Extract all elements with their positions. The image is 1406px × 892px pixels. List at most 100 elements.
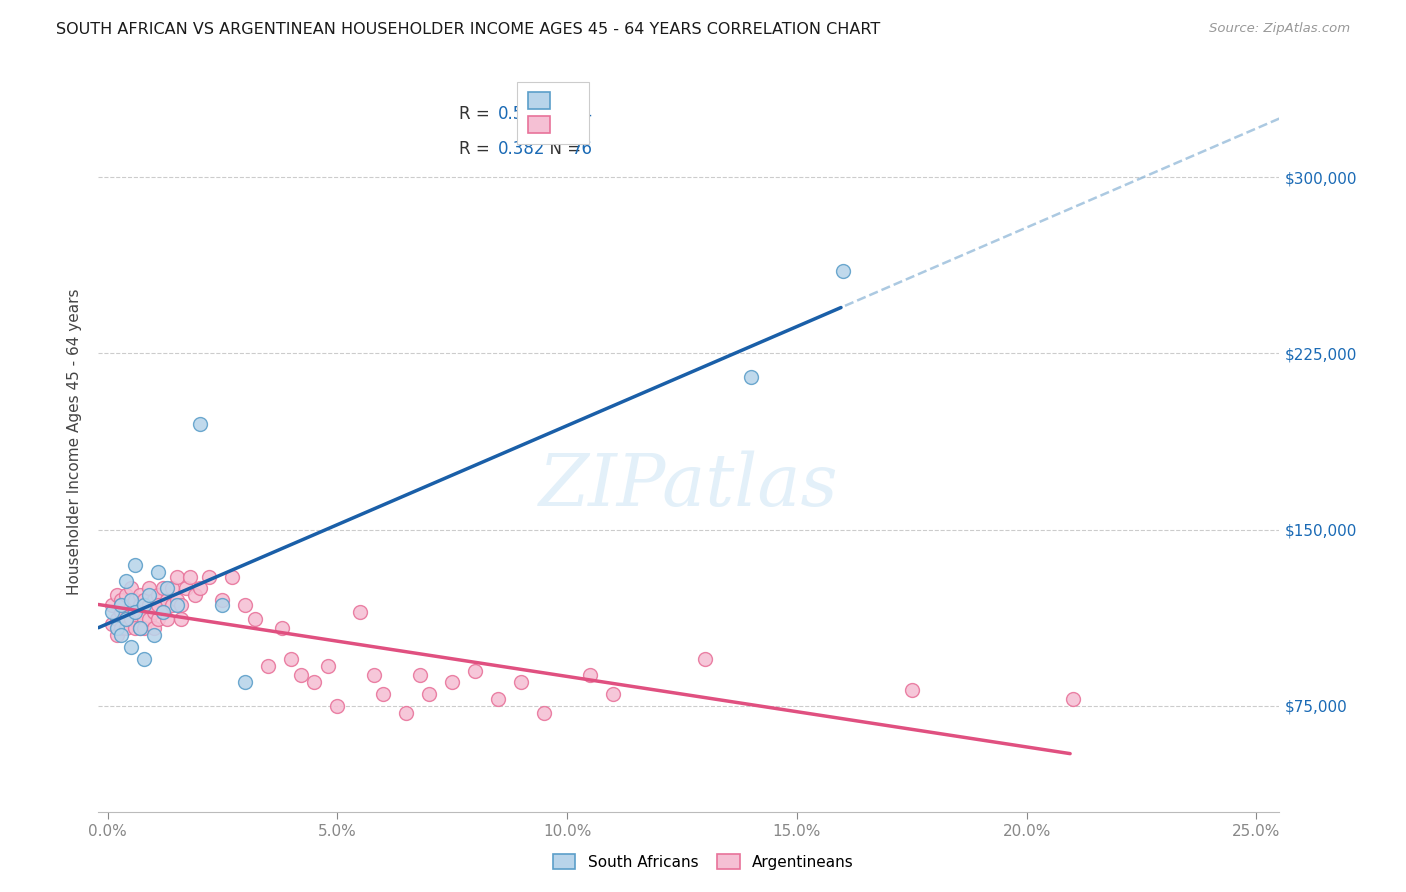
Point: [579, 668, 602, 682]
Text: R =: R =: [458, 140, 495, 158]
Point: [101, 616, 124, 631]
Point: [142, 593, 165, 607]
Point: [138, 598, 160, 612]
Point: [257, 659, 280, 673]
Point: [128, 598, 150, 612]
Y-axis label: Householder Income Ages 45 - 64 years: Householder Income Ages 45 - 64 years: [66, 288, 82, 595]
Point: [166, 570, 188, 584]
Text: N =: N =: [538, 105, 586, 123]
Point: [134, 593, 156, 607]
Point: [152, 605, 174, 619]
Point: [170, 598, 193, 612]
Point: [146, 598, 169, 612]
Point: [146, 565, 169, 579]
Point: [120, 640, 142, 655]
Point: [235, 675, 257, 690]
Point: [533, 706, 555, 720]
Legend:     ,     : ,: [517, 82, 589, 144]
Legend: South Africans, Argentineans: South Africans, Argentineans: [546, 846, 860, 877]
Point: [166, 598, 188, 612]
Point: [901, 682, 924, 697]
Point: [740, 370, 762, 384]
Text: R =: R =: [458, 105, 495, 123]
Point: [101, 598, 124, 612]
Point: [120, 582, 142, 596]
Point: [693, 652, 716, 666]
Point: [152, 605, 174, 619]
Text: ZIPatlas: ZIPatlas: [538, 450, 839, 521]
Point: [115, 574, 138, 589]
Point: [1062, 692, 1084, 706]
Point: [105, 589, 128, 603]
Point: [105, 621, 128, 635]
Point: [156, 582, 179, 596]
Point: [128, 621, 150, 635]
Point: [373, 687, 395, 701]
Point: [110, 628, 132, 642]
Point: [138, 612, 160, 626]
Point: [166, 593, 188, 607]
Point: [170, 612, 193, 626]
Point: [124, 558, 146, 572]
Point: [142, 628, 165, 642]
Point: [349, 605, 371, 619]
Point: [188, 582, 211, 596]
Point: [115, 612, 138, 626]
Point: [128, 621, 150, 635]
Point: [128, 605, 150, 619]
Point: [174, 582, 197, 596]
Point: [152, 582, 174, 596]
Point: [221, 570, 243, 584]
Point: [188, 417, 211, 431]
Point: [156, 593, 179, 607]
Point: [110, 598, 132, 612]
Point: [110, 593, 132, 607]
Point: [602, 687, 624, 701]
Point: [304, 675, 326, 690]
Point: [110, 621, 132, 635]
Point: [156, 612, 179, 626]
Point: [831, 264, 853, 278]
Text: 0.382: 0.382: [498, 140, 546, 158]
Point: [101, 605, 124, 619]
Point: [464, 664, 486, 678]
Text: 76: 76: [572, 140, 593, 158]
Text: Source: ZipAtlas.com: Source: ZipAtlas.com: [1209, 22, 1350, 36]
Point: [146, 612, 169, 626]
Point: [160, 582, 183, 596]
Point: [115, 612, 138, 626]
Point: [115, 589, 138, 603]
Point: [120, 593, 142, 607]
Point: [142, 605, 165, 619]
Point: [138, 589, 160, 603]
Point: [120, 598, 142, 612]
Point: [184, 589, 207, 603]
Point: [138, 582, 160, 596]
Text: 0.581: 0.581: [498, 105, 546, 123]
Point: [510, 675, 533, 690]
Point: [235, 598, 257, 612]
Point: [271, 621, 294, 635]
Point: [160, 598, 183, 612]
Text: 24: 24: [572, 105, 593, 123]
Point: [110, 605, 132, 619]
Point: [363, 668, 385, 682]
Point: [409, 668, 432, 682]
Point: [142, 621, 165, 635]
Point: [486, 692, 509, 706]
Point: [105, 612, 128, 626]
Point: [134, 598, 156, 612]
Text: N =: N =: [538, 140, 586, 158]
Point: [146, 589, 169, 603]
Point: [395, 706, 418, 720]
Point: [134, 612, 156, 626]
Point: [115, 621, 138, 635]
Point: [124, 593, 146, 607]
Point: [124, 605, 146, 619]
Point: [134, 621, 156, 635]
Point: [280, 652, 302, 666]
Point: [124, 621, 146, 635]
Point: [243, 612, 266, 626]
Point: [316, 659, 339, 673]
Point: [211, 598, 233, 612]
